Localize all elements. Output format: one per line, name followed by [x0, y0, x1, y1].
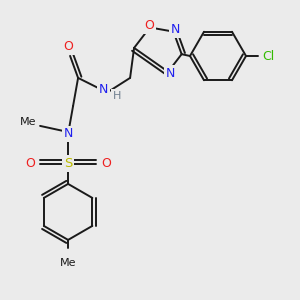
- Text: Me: Me: [20, 117, 36, 127]
- Text: O: O: [144, 19, 154, 32]
- Text: N: N: [98, 83, 108, 96]
- Text: S: S: [64, 158, 72, 170]
- Text: O: O: [101, 158, 111, 170]
- Text: N: N: [171, 23, 180, 36]
- Text: H: H: [113, 91, 121, 101]
- Text: O: O: [25, 158, 35, 170]
- Text: N: N: [63, 128, 73, 140]
- Text: Cl: Cl: [262, 50, 274, 62]
- Text: O: O: [63, 40, 73, 53]
- Text: N: N: [166, 67, 175, 80]
- Text: Me: Me: [60, 258, 76, 268]
